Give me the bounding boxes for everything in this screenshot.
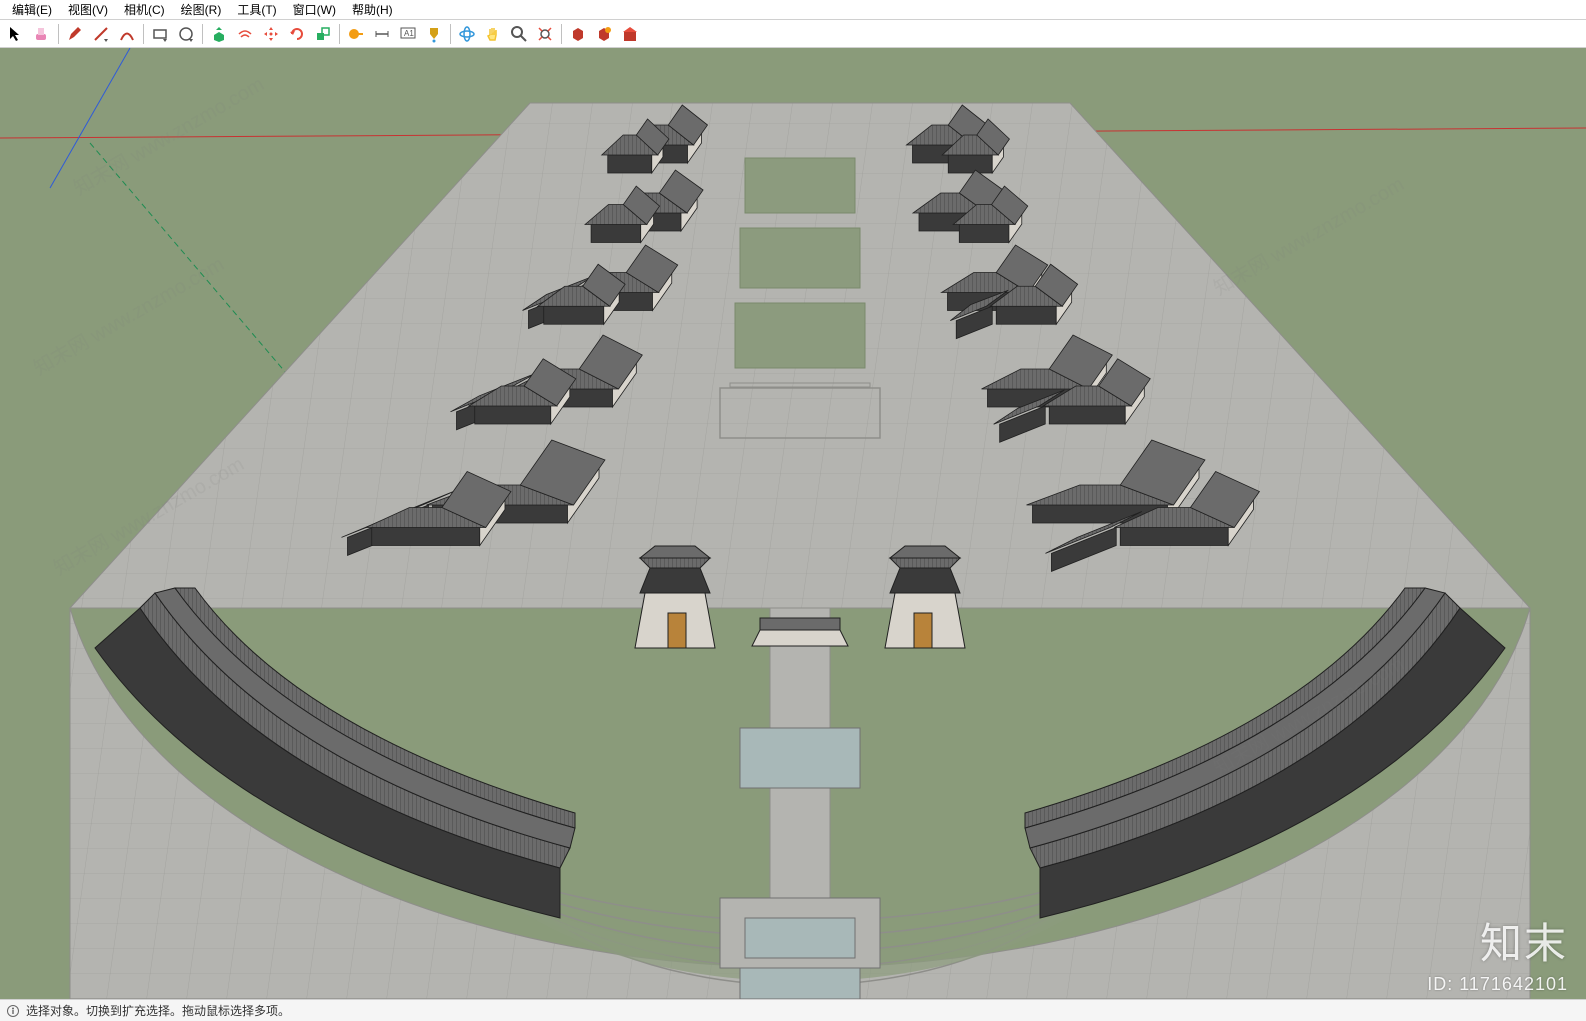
warehouse-icon[interactable] bbox=[618, 22, 642, 46]
pushpull-icon[interactable] bbox=[207, 22, 231, 46]
select-tool-icon[interactable] bbox=[4, 22, 28, 46]
scene-svg bbox=[0, 48, 1586, 999]
menu-edit[interactable]: 编辑(E) bbox=[4, 0, 60, 20]
menu-draw[interactable]: 绘图(R) bbox=[173, 0, 230, 20]
info-icon bbox=[6, 1004, 20, 1018]
model-viewport[interactable] bbox=[0, 48, 1586, 999]
circle-icon[interactable] bbox=[174, 22, 198, 46]
menu-view[interactable]: 视图(V) bbox=[60, 0, 116, 20]
zoom-icon[interactable] bbox=[507, 22, 531, 46]
eraser-icon[interactable] bbox=[30, 22, 54, 46]
main-toolbar: A1 bbox=[0, 20, 1586, 48]
model-icon-2[interactable] bbox=[592, 22, 616, 46]
line-dropdown-icon[interactable] bbox=[89, 22, 113, 46]
rotate-icon[interactable] bbox=[285, 22, 309, 46]
orbit-icon[interactable] bbox=[455, 22, 479, 46]
menu-tools[interactable]: 工具(T) bbox=[229, 0, 284, 20]
status-text: 选择对象。切换到扩充选择。拖动鼠标选择多项。 bbox=[26, 1002, 290, 1019]
status-bar: 选择对象。切换到扩充选择。拖动鼠标选择多项。 bbox=[0, 999, 1586, 1021]
model-icon-1[interactable] bbox=[566, 22, 590, 46]
arc-icon[interactable] bbox=[115, 22, 139, 46]
menu-window[interactable]: 窗口(W) bbox=[285, 0, 344, 20]
menu-bar: 编辑(E) 视图(V) 相机(C) 绘图(R) 工具(T) 窗口(W) 帮助(H… bbox=[0, 0, 1586, 20]
gate-tower-left bbox=[635, 546, 715, 648]
scale-icon[interactable] bbox=[311, 22, 335, 46]
paint-icon[interactable] bbox=[422, 22, 446, 46]
gate-tower-right bbox=[885, 546, 965, 648]
pencil-icon[interactable] bbox=[63, 22, 87, 46]
pan-icon[interactable] bbox=[481, 22, 505, 46]
svg-text:A1: A1 bbox=[404, 29, 414, 38]
tape-icon[interactable] bbox=[344, 22, 368, 46]
move-icon[interactable] bbox=[259, 22, 283, 46]
menu-help[interactable]: 帮助(H) bbox=[344, 0, 401, 20]
rectangle-icon[interactable] bbox=[148, 22, 172, 46]
dimension-icon[interactable] bbox=[370, 22, 394, 46]
zoom-extents-icon[interactable] bbox=[533, 22, 557, 46]
offset-icon[interactable] bbox=[233, 22, 257, 46]
text-icon[interactable]: A1 bbox=[396, 22, 420, 46]
menu-camera[interactable]: 相机(C) bbox=[116, 0, 173, 20]
